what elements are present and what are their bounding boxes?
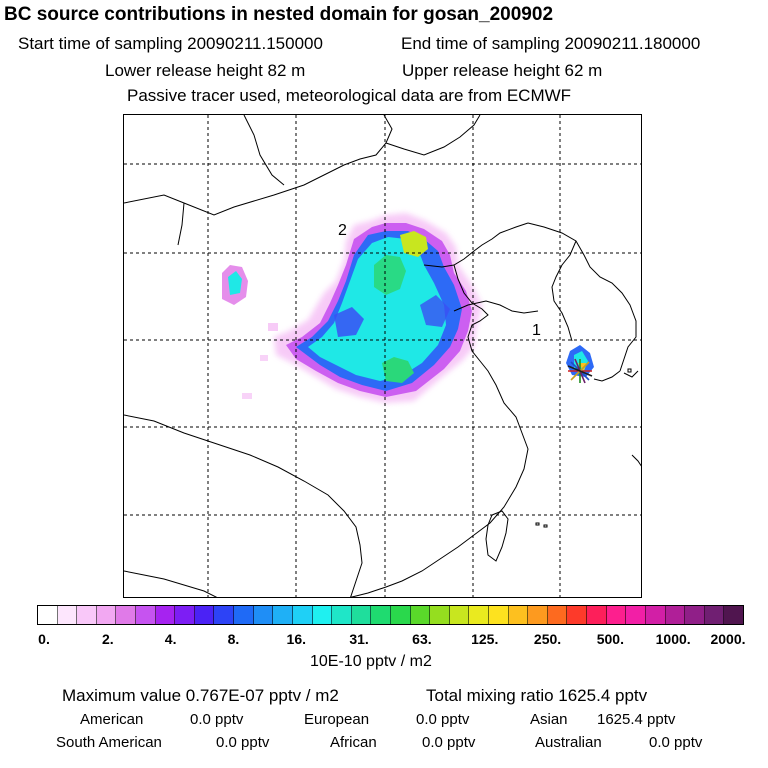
colorbar-swatch xyxy=(116,606,137,624)
colorbar xyxy=(37,605,744,625)
colorbar-swatch xyxy=(547,606,568,624)
upper-release-height: Upper release height 62 m xyxy=(402,61,603,80)
colorbar-swatch xyxy=(489,606,509,624)
colorbar-tick-label: 125. xyxy=(471,631,499,647)
plume-yellow xyxy=(400,231,428,257)
colorbar-tick-label: 16. xyxy=(286,631,306,647)
colorbar-unit: 10E-10 pptv / m2 xyxy=(310,653,432,670)
american-label: American xyxy=(80,711,144,728)
colorbar-tick-label: 250. xyxy=(533,631,562,647)
lat-lon-grid xyxy=(124,115,641,597)
plume-blue-patch xyxy=(334,307,364,337)
colorbar-swatch xyxy=(371,606,391,624)
map-title: BC source contributions in nested domain… xyxy=(4,4,554,25)
south-american-label: South American xyxy=(56,734,162,751)
total-mixing-ratio: Total mixing ratio 1625.4 pptv xyxy=(426,686,648,705)
colorbar-swatch xyxy=(430,606,450,624)
colorbar-swatch xyxy=(312,606,333,624)
plume-west-inner xyxy=(228,271,242,295)
colorbar-swatch xyxy=(390,606,411,624)
max-value: Maximum value 0.767E-07 pptv / m2 xyxy=(62,686,339,705)
receptor-star-marker xyxy=(567,358,593,384)
plume-green xyxy=(374,255,406,295)
concentration-plume xyxy=(222,213,594,403)
map-canvas: 2 1 xyxy=(124,115,641,597)
colorbar-tick-label: 0. xyxy=(38,631,50,647)
colorbar-swatch xyxy=(273,606,293,624)
colorbar-tick-label: 2000. xyxy=(710,631,746,647)
colorbar-swatch xyxy=(351,606,372,624)
plume-blue-patch-2 xyxy=(420,295,450,327)
lower-release-height: Lower release height 82 m xyxy=(105,61,306,80)
start-time: Start time of sampling 20090211.150000 xyxy=(18,34,323,53)
colorbar-swatch xyxy=(449,606,470,624)
colorbar-swatch xyxy=(175,606,195,624)
colorbar-tick-label: 31. xyxy=(349,631,369,647)
colorbar-swatch xyxy=(77,606,97,624)
colorbar-swatch xyxy=(253,606,274,624)
colorbar-swatch xyxy=(626,606,646,624)
american-value: 0.0 pptv xyxy=(190,711,244,728)
colorbar-tick-label: 4. xyxy=(164,631,177,647)
plume-cyan xyxy=(308,237,446,381)
colorbar-swatch xyxy=(332,606,352,624)
colorbar-swatch xyxy=(57,606,78,624)
colorbar-swatch xyxy=(38,606,58,624)
colorbar-swatch xyxy=(155,606,176,624)
colorbar-tick-label: 2. xyxy=(101,631,114,647)
end-time: End time of sampling 20090211.180000 xyxy=(401,34,701,53)
colorbar-swatch xyxy=(292,606,313,624)
asian-label: Asian xyxy=(530,711,568,728)
australian-label: Australian xyxy=(535,734,602,751)
colorbar-swatch xyxy=(704,606,725,624)
african-value: 0.0 pptv xyxy=(422,734,476,751)
colorbar-swatch xyxy=(665,606,686,624)
african-label: African xyxy=(330,734,377,751)
colorbar-tick-label: 8. xyxy=(227,631,240,647)
colorbar-tick-label: 63. xyxy=(412,631,432,647)
australian-value: 0.0 pptv xyxy=(649,734,703,751)
colorbar-swatch xyxy=(606,606,627,624)
colorbar-swatch xyxy=(214,606,235,624)
colorbar-swatch xyxy=(410,606,431,624)
plume-green-south xyxy=(382,357,414,383)
colorbar-swatch xyxy=(136,606,156,624)
map-label-2: 2 xyxy=(338,222,347,239)
colorbar-tick-label: 1000. xyxy=(655,631,691,647)
tracer-note: Passive tracer used, meteorological data… xyxy=(127,86,572,105)
colorbar-swatch xyxy=(96,606,117,624)
colorbar-swatch xyxy=(528,606,548,624)
colorbar-tick-label: 500. xyxy=(596,631,624,647)
asian-value: 1625.4 pptv xyxy=(597,711,676,728)
colorbar-swatch xyxy=(234,606,254,624)
south-american-value: 0.0 pptv xyxy=(216,734,270,751)
colorbar-swatch xyxy=(685,606,705,624)
european-value: 0.0 pptv xyxy=(416,711,470,728)
colorbar-swatch xyxy=(724,606,743,624)
map-label-1: 1 xyxy=(532,322,541,339)
colorbar-swatch xyxy=(194,606,215,624)
colorbar-swatch xyxy=(645,606,666,624)
colorbar-swatch xyxy=(567,606,588,624)
colorbar-swatch xyxy=(587,606,607,624)
european-label: European xyxy=(304,711,370,728)
colorbar-swatch xyxy=(508,606,529,624)
colorbar-swatch xyxy=(469,606,490,624)
map-panel: 2 1 xyxy=(123,114,642,598)
